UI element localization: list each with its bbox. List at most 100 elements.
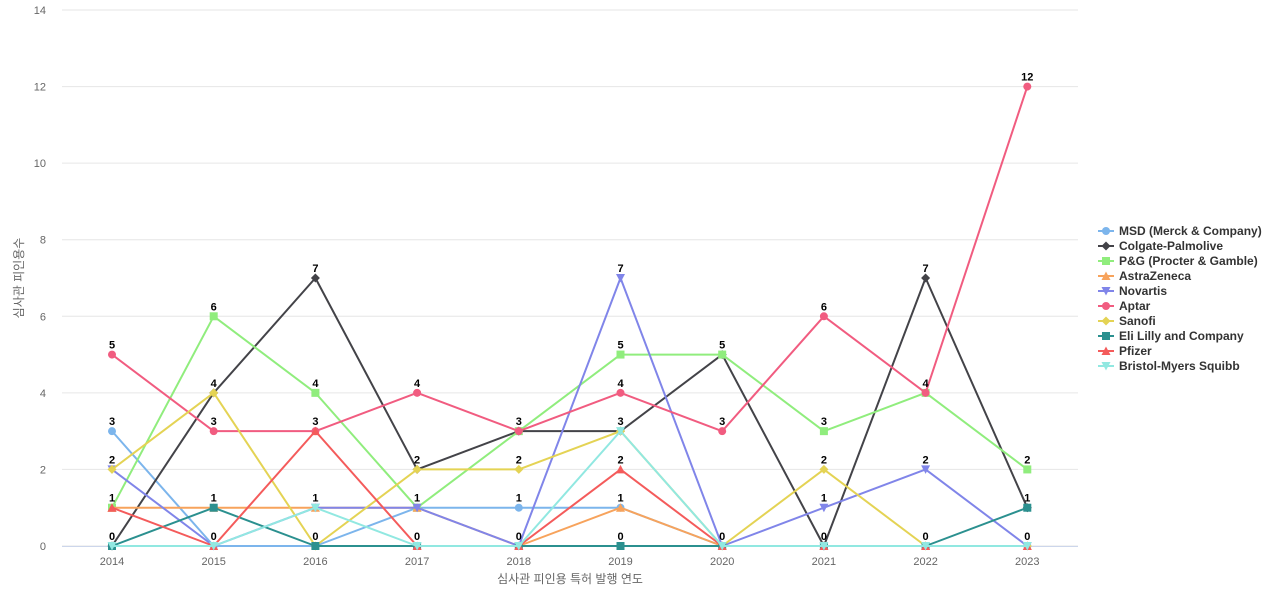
y-tick-label: 14 xyxy=(34,5,46,17)
data-point xyxy=(107,464,117,474)
data-label: 0 xyxy=(109,531,115,543)
data-label: 0 xyxy=(719,531,725,543)
data-label: 1 xyxy=(211,493,217,505)
legend-label: Aptar xyxy=(1119,299,1151,313)
data-label: 0 xyxy=(923,531,929,543)
data-label: 3 xyxy=(719,416,725,428)
x-tick-label: 2015 xyxy=(201,556,225,568)
data-point xyxy=(108,427,116,436)
x-tick-label: 2023 xyxy=(1015,556,1039,568)
data-labels: 5321064310743104210321075432105306321074… xyxy=(109,72,1033,543)
data-label: 0 xyxy=(516,531,522,543)
data-point xyxy=(921,465,931,474)
series-9 xyxy=(107,427,1032,551)
y-tick-label: 8 xyxy=(40,235,46,247)
x-tick-label: 2021 xyxy=(812,556,836,568)
data-point xyxy=(921,273,931,283)
data-point xyxy=(717,542,727,551)
data-point xyxy=(616,427,625,436)
data-label: 2 xyxy=(109,454,115,466)
data-label: 3 xyxy=(109,416,115,428)
series-line xyxy=(111,430,1029,547)
data-label: 4 xyxy=(617,378,624,390)
series-line xyxy=(111,391,1029,547)
legend-marker xyxy=(1102,332,1110,340)
x-tick-label: 2018 xyxy=(507,556,531,568)
legend-item[interactable]: P&G (Procter & Gamble) xyxy=(1098,254,1258,268)
data-point xyxy=(819,542,829,551)
data-point xyxy=(616,503,625,512)
series-layer xyxy=(107,82,1032,551)
legend-item[interactable]: AstraZeneca xyxy=(1098,269,1191,283)
data-point xyxy=(1023,82,1032,91)
data-point xyxy=(921,542,931,551)
data-point xyxy=(819,312,828,321)
data-label: 3 xyxy=(617,416,623,428)
legend-item[interactable]: Novartis xyxy=(1098,284,1167,298)
data-point xyxy=(311,388,320,397)
data-label: 4 xyxy=(312,378,319,390)
series-5 xyxy=(108,82,1032,436)
legend-label: Pfizer xyxy=(1119,344,1152,358)
legend-item[interactable]: Colgate-Palmolive xyxy=(1098,239,1223,253)
data-label: 2 xyxy=(516,454,522,466)
data-point xyxy=(107,503,117,512)
data-label: 1 xyxy=(1024,493,1030,505)
legend-marker xyxy=(1101,271,1111,280)
data-label: 3 xyxy=(211,416,217,428)
y-tick-label: 0 xyxy=(40,541,46,553)
legend-item[interactable]: Pfizer xyxy=(1098,344,1152,358)
data-label: 1 xyxy=(312,493,318,505)
legend-item[interactable]: Bristol-Myers Squibb xyxy=(1098,359,1240,373)
legend-label: Bristol-Myers Squibb xyxy=(1119,359,1240,373)
y-tick-label: 12 xyxy=(34,82,46,94)
y-tick-label: 6 xyxy=(40,311,46,323)
data-point xyxy=(616,274,625,283)
data-label: 7 xyxy=(923,263,929,275)
x-tick-label: 2017 xyxy=(405,556,429,568)
data-label: 0 xyxy=(617,531,623,543)
data-point xyxy=(514,427,523,436)
data-label: 12 xyxy=(1021,72,1033,84)
legend-label: Novartis xyxy=(1119,284,1167,298)
data-point xyxy=(310,273,320,283)
data-point xyxy=(616,388,625,397)
data-point xyxy=(209,427,218,436)
legend-item[interactable]: Sanofi xyxy=(1098,314,1156,328)
legend-item[interactable]: Eli Lilly and Company xyxy=(1098,329,1244,343)
x-axis-ticks: 2014 2015 2016 2017 2018 2019 2020 2021 2022 2023 xyxy=(100,556,1040,568)
legend-marker xyxy=(1101,346,1111,355)
legend-item[interactable]: MSD (Merck & Company) xyxy=(1098,224,1262,238)
data-point xyxy=(616,350,625,359)
data-point xyxy=(412,503,422,513)
y-axis-title: 심사관 피인용수 xyxy=(12,238,26,319)
data-point xyxy=(718,350,727,359)
data-point xyxy=(107,542,117,551)
legend-label: P&G (Procter & Gamble) xyxy=(1119,254,1258,268)
data-point xyxy=(514,542,524,551)
series-line xyxy=(111,315,1029,509)
data-point xyxy=(819,503,829,513)
legend-marker xyxy=(1101,241,1111,251)
data-label: 1 xyxy=(617,493,623,505)
y-axis-ticks: 0 2 4 6 8 10 12 14 xyxy=(34,5,46,553)
data-label: 2 xyxy=(414,454,420,466)
legend-item[interactable]: Aptar xyxy=(1098,299,1151,313)
x-tick-label: 2022 xyxy=(913,556,937,568)
data-label: 0 xyxy=(821,531,827,543)
y-tick-label: 2 xyxy=(40,464,46,476)
legend-label: Eli Lilly and Company xyxy=(1119,329,1244,343)
data-label: 2 xyxy=(821,454,827,466)
data-point xyxy=(413,388,422,397)
data-label: 6 xyxy=(821,301,827,313)
data-label: 2 xyxy=(1024,454,1030,466)
data-label: 0 xyxy=(414,531,420,543)
data-point xyxy=(718,427,727,436)
data-point xyxy=(108,350,116,359)
data-label: 0 xyxy=(211,531,217,543)
data-label: 1 xyxy=(109,493,115,505)
data-point xyxy=(514,503,523,512)
data-point xyxy=(1022,542,1032,551)
data-label: 4 xyxy=(923,378,930,390)
